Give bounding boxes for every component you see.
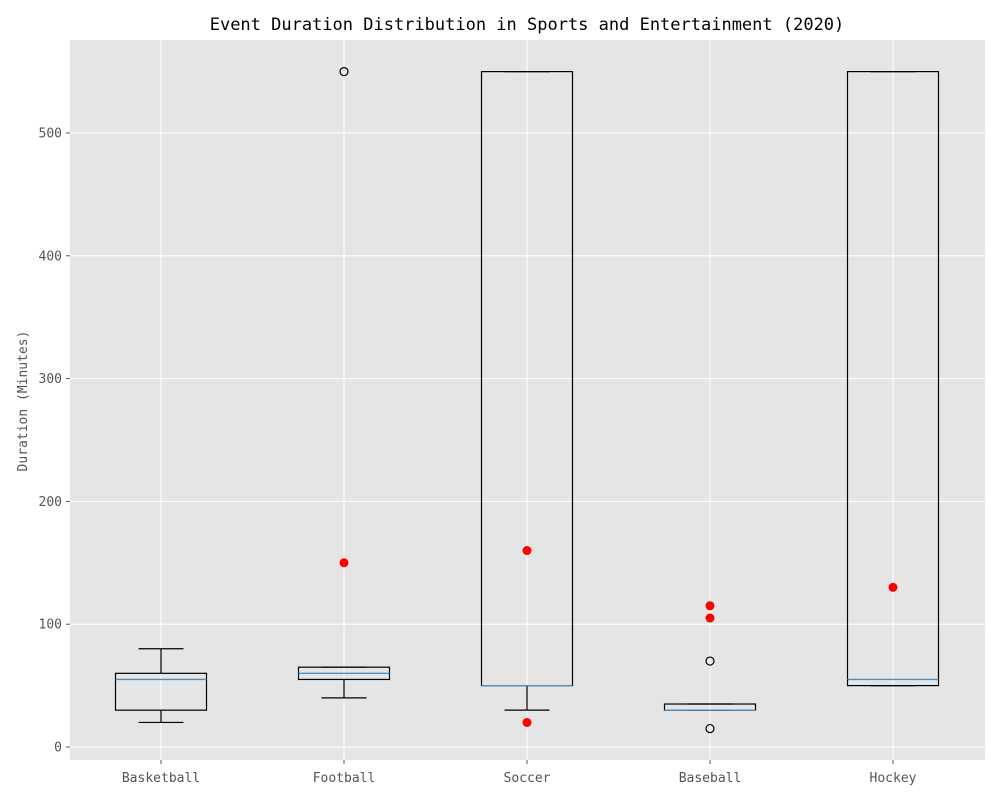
box-group-football [297,66,391,699]
y-tick-label: 300 [39,372,62,387]
x-tick-label: Hockey [870,771,917,786]
flier-point [705,723,715,734]
box-iqr [114,672,208,711]
outlier-point [888,582,898,592]
y-tick-label: 100 [39,618,62,633]
y-tick-label: 400 [39,249,62,264]
box-group-basketball [114,648,208,724]
box-group-soccer [480,70,574,727]
outlier-point [705,613,715,623]
x-tick-label: Baseball [679,771,742,786]
outlier-point [522,717,532,727]
box-iqr [846,70,940,687]
chart-title: Event Duration Distribution in Sports an… [210,15,845,35]
box-group-hockey [846,70,940,687]
y-tick-label: 200 [39,495,62,510]
x-tick-label: Football [313,771,376,786]
y-tick-label: 0 [54,741,62,756]
flier-point [339,66,349,77]
x-tick-label: Soccer [504,771,551,786]
y-axis-label: Duration (Minutes) [16,331,31,472]
flier-point [705,656,715,666]
outlier-point [339,558,349,568]
grid-lines [70,40,985,760]
outlier-point [705,601,715,611]
outlier-point [522,546,532,556]
y-tick-label: 500 [39,127,62,142]
axes: 0 100 200 300 400 500 Basketball Football Soccer… [39,127,917,787]
box-plots [114,66,940,734]
x-tick-label: Basketball [122,771,200,786]
box-group-baseball [663,601,757,734]
